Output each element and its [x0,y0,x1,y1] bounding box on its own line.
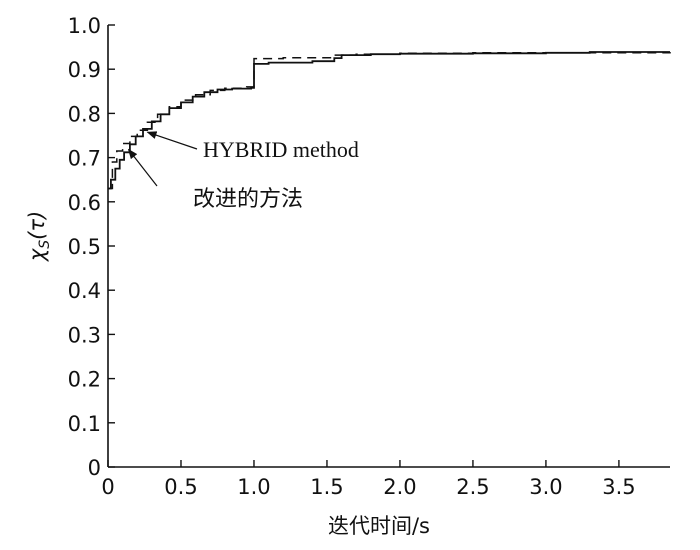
y-axis-title-main: χ [25,247,49,262]
x-tick-label: 3.5 [602,475,635,499]
y-tick-label: 0.6 [68,191,101,215]
y-axis-title: χS(τ) [25,211,53,262]
y-axis-title-arg: (τ) [25,211,49,240]
x-tick-label: 1.0 [237,475,270,499]
y-tick-label: 0.5 [68,235,101,259]
hybrid-method-arrow [146,131,198,150]
x-tick-label: 1.5 [310,475,343,499]
improved-method-arrow [127,148,158,187]
y-axis-title-sub: S [37,240,53,249]
y-tick-label: 1.0 [68,14,101,38]
hybrid-method-label: HYBRID method [203,137,359,162]
series-line-dashed [108,52,671,190]
annotations: HYBRID method 改进的方法 [127,131,359,212]
y-tick-label: 0.4 [68,279,101,303]
x-tick-label: 2.5 [456,475,489,499]
y-tick-label: 0.8 [68,102,101,126]
improved-method-label: 改进的方法 [193,187,303,212]
ticks: 0 0.1 0.2 0.3 0.4 0.5 0.6 0.7 0.8 0.9 1.0 0 0.5 1.0 1.… [68,14,636,499]
x-axis-title: 迭代时间/s [328,514,430,538]
x-tick-label: 3.0 [529,475,562,499]
x-tick-label: 0.5 [164,475,197,499]
series-line-solid [108,51,670,190]
axes [107,25,670,468]
y-tick-label: 0.7 [68,147,101,171]
x-tick-label: 0 [101,475,114,499]
y-tick-label: 0.2 [68,368,101,392]
y-tick-label: 0.1 [68,412,101,436]
series [108,51,671,190]
y-tick-label: 0.3 [68,323,101,347]
y-tick-label: 0.9 [68,58,101,82]
y-tick-label: 0 [88,456,101,480]
x-tick-label: 2.0 [383,475,416,499]
